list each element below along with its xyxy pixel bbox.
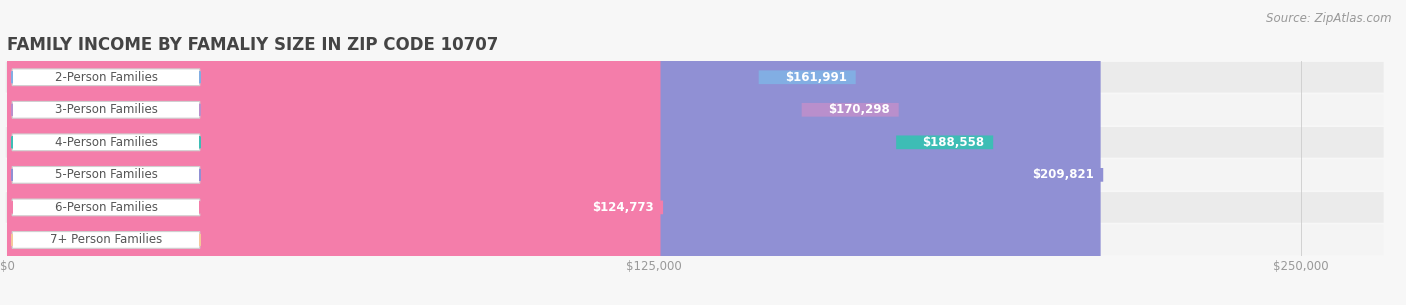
FancyBboxPatch shape [13, 102, 200, 118]
FancyBboxPatch shape [759, 70, 856, 84]
FancyBboxPatch shape [13, 231, 200, 248]
FancyBboxPatch shape [6, 127, 1384, 158]
Text: $188,558: $188,558 [922, 136, 984, 149]
FancyBboxPatch shape [0, 0, 661, 305]
Text: Source: ZipAtlas.com: Source: ZipAtlas.com [1267, 12, 1392, 25]
Text: 5-Person Families: 5-Person Families [55, 168, 157, 181]
FancyBboxPatch shape [13, 167, 200, 183]
Text: $124,773: $124,773 [592, 201, 654, 214]
FancyBboxPatch shape [567, 201, 664, 214]
FancyBboxPatch shape [13, 69, 200, 86]
FancyBboxPatch shape [13, 199, 200, 216]
FancyBboxPatch shape [6, 192, 1384, 223]
FancyBboxPatch shape [896, 135, 993, 149]
Text: $0: $0 [35, 233, 51, 246]
FancyBboxPatch shape [13, 134, 200, 151]
Text: 3-Person Families: 3-Person Families [55, 103, 157, 116]
FancyBboxPatch shape [6, 225, 1384, 255]
FancyBboxPatch shape [0, 0, 991, 305]
FancyBboxPatch shape [6, 62, 1384, 92]
FancyBboxPatch shape [6, 95, 1384, 125]
Text: $209,821: $209,821 [1032, 168, 1094, 181]
Text: 6-Person Families: 6-Person Families [55, 201, 157, 214]
Text: 2-Person Families: 2-Person Families [55, 71, 157, 84]
Text: 4-Person Families: 4-Person Families [55, 136, 157, 149]
Text: $161,991: $161,991 [785, 71, 846, 84]
Text: $170,298: $170,298 [828, 103, 890, 116]
Text: 7+ Person Families: 7+ Person Families [49, 233, 162, 246]
FancyBboxPatch shape [0, 0, 1101, 305]
FancyBboxPatch shape [1007, 168, 1104, 182]
Text: FAMILY INCOME BY FAMALIY SIZE IN ZIP CODE 10707: FAMILY INCOME BY FAMALIY SIZE IN ZIP COD… [7, 36, 498, 54]
FancyBboxPatch shape [801, 103, 898, 117]
FancyBboxPatch shape [0, 0, 896, 305]
FancyBboxPatch shape [6, 160, 1384, 190]
FancyBboxPatch shape [0, 0, 853, 305]
